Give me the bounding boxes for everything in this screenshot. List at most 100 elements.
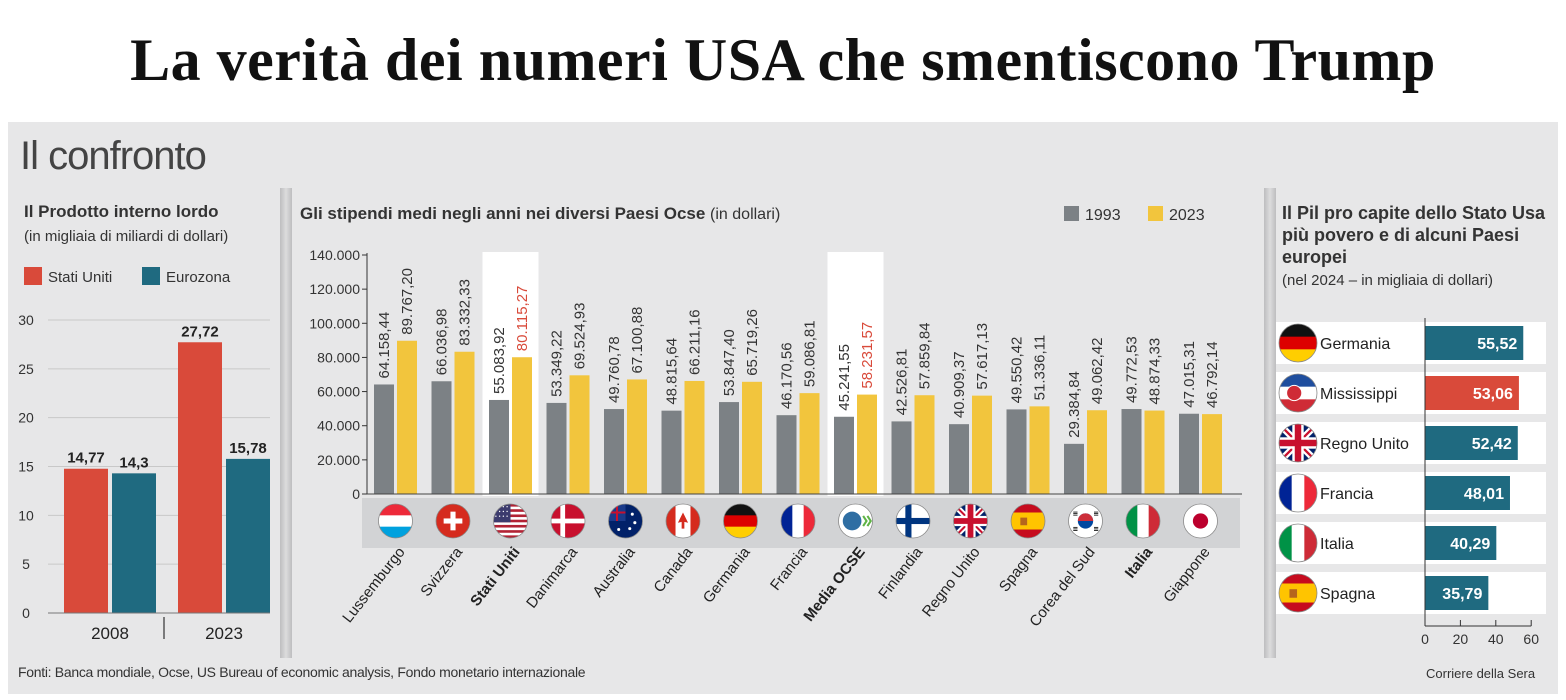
y-tick-label: 80.000 (317, 349, 360, 365)
headline: La verità dei numeri USA che smentiscono… (130, 27, 1436, 93)
data-label: 40.909,37 (951, 351, 968, 418)
y-tick-label: 10 (18, 507, 34, 523)
bar-1993-francia (776, 415, 797, 494)
data-label: 40,29 (1450, 536, 1490, 553)
data-label: 59.086,81 (802, 320, 819, 387)
flag-canada (665, 503, 701, 539)
data-label: 49.550,42 (1009, 337, 1026, 404)
data-label: 52,42 (1472, 436, 1512, 453)
bar-1993-svizzera (431, 381, 452, 494)
bar-1993-finlandia (891, 421, 912, 494)
data-label: 64.158,44 (376, 312, 393, 379)
data-label: 46.170,56 (779, 342, 796, 409)
flag-france (780, 503, 816, 539)
data-label: 48.815,64 (664, 338, 681, 405)
row-label-mississippi: Mississippi (1320, 386, 1397, 403)
bar-1993-australia (604, 409, 624, 494)
x-tick-label: 40 (1488, 631, 1504, 647)
data-label: 53.847,40 (721, 329, 738, 396)
bar-1993-italia (1121, 409, 1142, 494)
data-label: 53,06 (1473, 386, 1513, 403)
x-tick-label: 20 (1453, 631, 1469, 647)
gdp-per-capita-title: Il Pil pro capite dello Stato Usa più po… (1282, 203, 1546, 267)
bar-2023-regno-unito (972, 395, 992, 494)
x-category-label: 2023 (205, 624, 243, 643)
flag-south-korea (1068, 503, 1103, 539)
data-label: 58.231,57 (859, 322, 876, 389)
y-tick-label: 20.000 (317, 452, 360, 468)
data-label: 49.772,53 (1124, 336, 1141, 403)
legend-label-1993: 1993 (1085, 207, 1121, 224)
flag-luxembourg (378, 503, 413, 539)
data-label: 49.760,78 (606, 336, 623, 403)
flag-italy (1125, 503, 1161, 539)
flag-uk (1278, 423, 1318, 463)
flag-germany (723, 503, 758, 539)
bar-2023-media-ocse (857, 394, 877, 494)
bar-2023-danimarca (569, 375, 590, 494)
x-category-label: Lussemburgo (339, 544, 408, 626)
wages-title-block: Gli stipendi medi negli anni nei diversi… (300, 204, 780, 224)
flag-uk (953, 503, 988, 539)
flag-switzerland (435, 503, 471, 539)
x-category-label: Canada (650, 543, 696, 595)
gdp-title: Il Prodotto interno lordo (24, 202, 219, 221)
gdp-per-capita-subtitle: (nel 2024 – in migliaia di dollari) (1282, 272, 1493, 289)
x-category-label: Francia (767, 543, 812, 593)
bar-germania (1425, 326, 1524, 360)
legend-label-eurozona: Eurozona (166, 269, 231, 286)
flag-italy (1278, 523, 1318, 563)
row-label-germania: Germania (1320, 336, 1390, 353)
legend-swatch-stati-uniti (24, 267, 42, 285)
bar-1993-stati-uniti (489, 399, 509, 494)
bar-2023-germania (742, 381, 762, 494)
x-tick-label: 0 (1421, 631, 1429, 647)
bar-2023-finlandia (914, 395, 935, 494)
column-separator-left (280, 188, 292, 658)
data-label: 35,79 (1442, 586, 1482, 603)
data-label: 57.617,13 (974, 323, 991, 390)
data-label: 57.859,84 (917, 322, 934, 389)
bar-1993-spagna (1006, 409, 1027, 494)
data-label: 55.083,92 (491, 327, 508, 394)
y-tick-label: 100.000 (309, 315, 360, 331)
y-tick-label: 5 (22, 556, 30, 572)
flag-japan (1183, 503, 1218, 539)
column-separator-right (1264, 188, 1276, 658)
data-label: 14,77 (67, 450, 105, 467)
data-label: 51.336,11 (1032, 335, 1049, 401)
data-label: 47.015,31 (1181, 341, 1198, 408)
data-label: 53.349,22 (549, 330, 566, 397)
data-label: 65.719,26 (744, 309, 761, 376)
bar-1993-media-ocse (834, 416, 854, 494)
data-label: 29.384,84 (1066, 371, 1083, 438)
bar-francia (1425, 476, 1510, 510)
bar-2023-canada (684, 380, 705, 494)
y-tick-label: 140.000 (309, 247, 360, 263)
x-category-label: Italia (1122, 543, 1157, 581)
bar-2023-corea-del-sud (1087, 410, 1107, 494)
bar-eurozona-2023 (226, 458, 270, 613)
wages-chart: 1993 2023 0 20.000 40.000 60.000 80.000 100.000… (309, 206, 1242, 630)
data-label: 66.036,98 (434, 309, 451, 376)
data-label: 48.874,33 (1147, 338, 1164, 405)
legend-swatch-1993 (1064, 206, 1079, 221)
bar-mississippi (1425, 376, 1519, 410)
row-background-italia (1276, 522, 1546, 564)
row-label-regno-unito: Regno Unito (1320, 436, 1409, 453)
flag-mississippi (1278, 373, 1318, 413)
oecd-logo (838, 503, 873, 539)
legend-label-stati-uniti: Stati Uniti (48, 269, 112, 286)
x-category-label: Giappone (1160, 544, 1213, 606)
x-category-label: 2008 (91, 624, 129, 643)
bar-italia (1425, 526, 1497, 560)
bar-2023-francia (799, 393, 820, 494)
x-category-label: Spagna (996, 543, 1042, 595)
wages-subtitle: (in dollari) (710, 206, 781, 223)
headline-banner: La verità dei numeri USA che smentiscono… (0, 0, 1566, 120)
flag-spain (1010, 503, 1046, 539)
flag-denmark (550, 503, 586, 539)
wages-title: Gli stipendi medi negli anni nei diversi… (300, 204, 706, 223)
x-category-label: Germania (700, 543, 754, 606)
x-category-label: Stati Uniti (467, 544, 523, 610)
